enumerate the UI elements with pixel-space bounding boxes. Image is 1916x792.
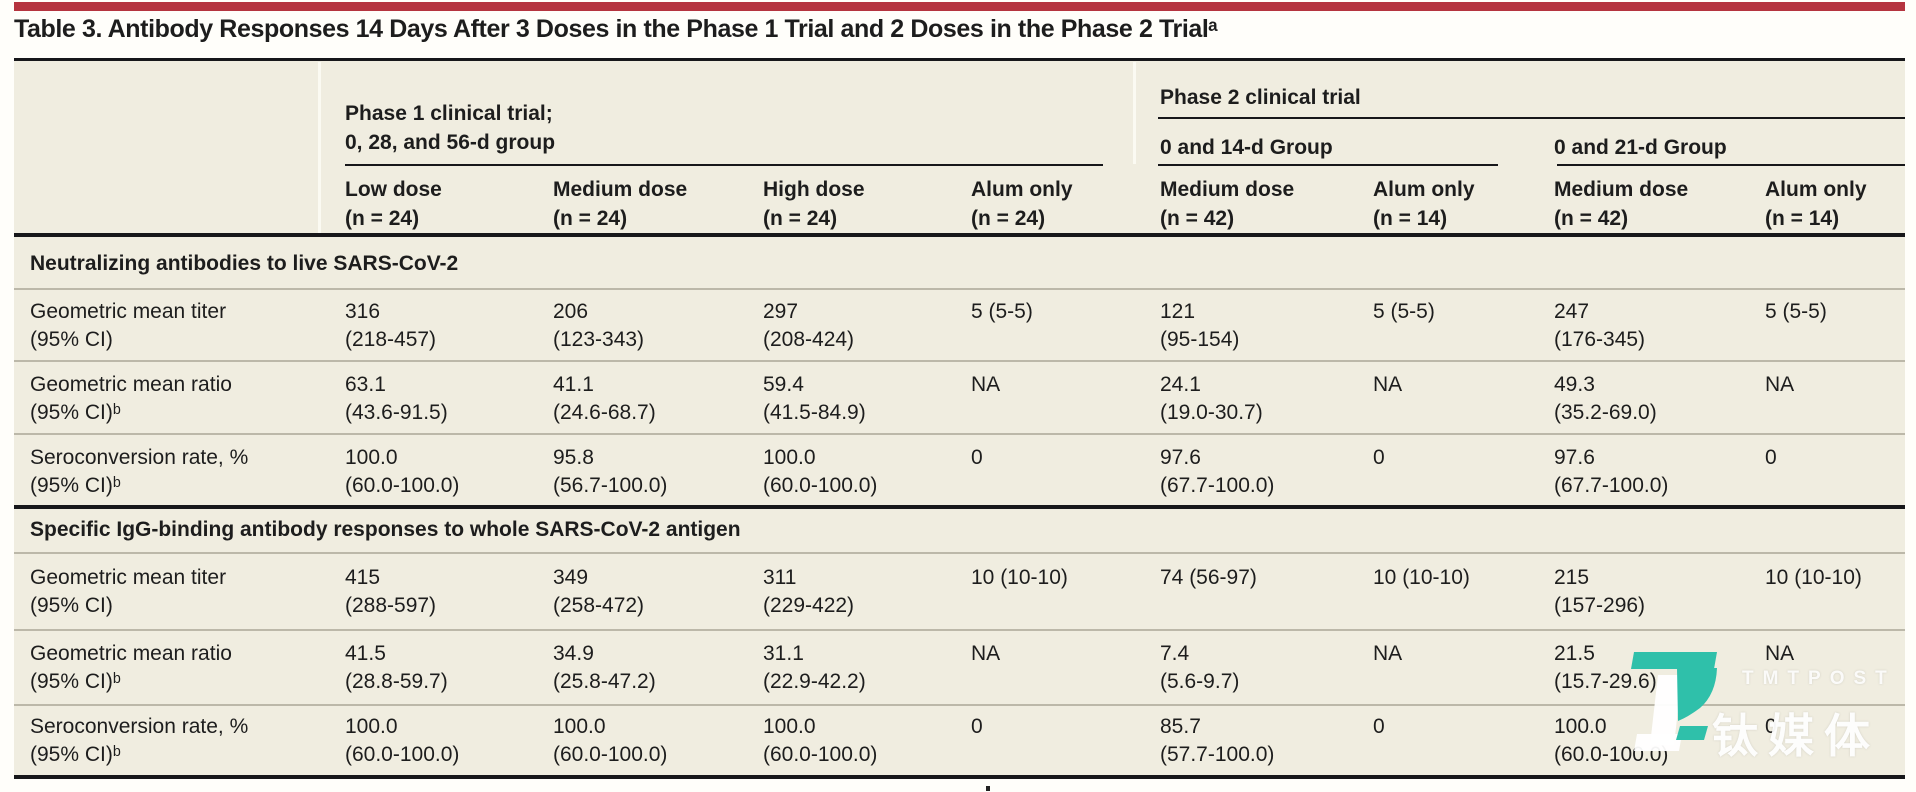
table-cell: 34.9 (25.8-47.2) (553, 642, 656, 693)
header-divider-phase (1133, 62, 1136, 164)
table-cell: 10 (10-10) (971, 566, 1068, 589)
row-label: Seroconversion rate, % (95% CI)ᵇ (30, 446, 249, 497)
table-cell: 100.0 (60.0-100.0) (345, 715, 460, 766)
table-cell: 415 (288-597) (345, 566, 437, 617)
table-cell: NA (1373, 373, 1403, 396)
table-cell: 95.8 (56.7-100.0) (553, 446, 668, 497)
header-bottom-rule (14, 233, 1905, 237)
column-header: Low dose (n = 24) (345, 178, 442, 230)
row-rule (14, 704, 1905, 706)
table-cell: 311 (229-422) (763, 566, 855, 617)
table-cell: 100.0 (60.0-100.0) (553, 715, 668, 766)
table-cell: 41.1 (24.6-68.7) (553, 373, 656, 424)
table-cell: 0 (971, 446, 983, 469)
table-cell: 31.1 (22.9-42.2) (763, 642, 866, 693)
table-cell: 63.1 (43.6-91.5) (345, 373, 448, 424)
tmtpost-logo-icon (1631, 652, 1717, 751)
table-cell: 85.7 (57.7-100.0) (1160, 715, 1275, 766)
table-cell: NA (971, 642, 1001, 665)
section-header: Specific IgG-binding antibody responses … (30, 518, 741, 541)
table-cell: 349 (258-472) (553, 566, 645, 617)
header-divider-stub (318, 62, 321, 233)
table-cell: 0 (1373, 446, 1385, 469)
section-rule (14, 505, 1905, 509)
row-rule (14, 629, 1905, 631)
table-bottom-rule (14, 775, 1905, 779)
table-cell: 0 (1373, 715, 1385, 738)
column-header: High dose (n = 24) (763, 178, 865, 230)
table-cell: 215 (157-296) (1554, 566, 1646, 617)
column-header: Medium dose (n = 42) (1160, 178, 1295, 230)
table-cell: 41.5 (28.8-59.7) (345, 642, 448, 693)
column-header: Alum only (n = 24) (971, 178, 1073, 230)
table-cell: 5 (5-5) (1373, 300, 1435, 323)
table-cell: 316 (218-457) (345, 300, 437, 351)
table-cell: 5 (5-5) (971, 300, 1033, 323)
table-cell: 0 (1765, 446, 1777, 469)
phase1-spanner-rule (345, 164, 1103, 166)
phase2-spanner-header: Phase 2 clinical trial (1160, 86, 1361, 109)
accent-top-bar (14, 2, 1905, 11)
group-14d-rule (1158, 164, 1498, 166)
row-label: Seroconversion rate, % (95% CI)ᵇ (30, 715, 249, 766)
table-cell: 206 (123-343) (553, 300, 645, 351)
table-cell: 7.4 (5.6-9.7) (1160, 642, 1240, 693)
row-rule (14, 433, 1905, 435)
row-label: Geometric mean ratio (95% CI)ᵇ (30, 642, 232, 693)
table-cell: 10 (10-10) (1765, 566, 1862, 589)
table-cell: 97.6 (67.7-100.0) (1160, 446, 1275, 497)
phase2-spanner-rule (1158, 117, 1905, 119)
watermark-brand-chinese: 钛媒体 (1712, 710, 1880, 762)
row-label: Geometric mean titer (95% CI) (30, 300, 227, 351)
phase1-spanner-header: Phase 1 clinical trial; 0, 28, and 56-d … (345, 102, 556, 154)
group-14d-header: 0 and 14-d Group (1160, 136, 1333, 159)
table-cell: NA (1765, 373, 1795, 396)
table-cell: 100.0 (60.0-100.0) (345, 446, 460, 497)
table-cell: 49.3 (35.2-69.0) (1554, 373, 1657, 424)
table-cell: 100.0 (60.0-100.0) (763, 446, 878, 497)
table-cell: 121 (95-154) (1160, 300, 1240, 351)
row-rule (14, 288, 1905, 290)
footnote-fragment (986, 786, 990, 791)
table-cell: 0 (1765, 715, 1777, 738)
table-cell: 0 (971, 715, 983, 738)
table-cell: 247 (176-345) (1554, 300, 1646, 351)
group-21d-header: 0 and 21-d Group (1554, 136, 1727, 159)
table-cell: NA (971, 373, 1001, 396)
column-header: Medium dose (n = 42) (1554, 178, 1689, 230)
column-header: Alum only (n = 14) (1765, 178, 1867, 230)
row-label: Geometric mean titer (95% CI) (30, 566, 227, 617)
column-header: Medium dose (n = 24) (553, 178, 688, 230)
table-cell: 10 (10-10) (1373, 566, 1470, 589)
row-label: Geometric mean ratio (95% CI)ᵇ (30, 373, 232, 424)
table-cell: 97.6 (67.7-100.0) (1554, 446, 1669, 497)
row-rule (14, 360, 1905, 362)
data-table: Phase 1 clinical trial; 0, 28, and 56-d … (14, 61, 1905, 779)
table-cell: 100.0 (60.0-100.0) (763, 715, 878, 766)
section-header: Neutralizing antibodies to live SARS-CoV… (30, 252, 459, 275)
table-title: Table 3. Antibody Responses 14 Days Afte… (14, 15, 1218, 43)
title-rule (14, 58, 1905, 61)
row-rule (14, 552, 1905, 554)
table-cell: 297 (208-424) (763, 300, 855, 351)
watermark-brand-text: TMTPOST (1742, 668, 1896, 689)
table-cell: NA (1765, 642, 1795, 665)
column-header: Alum only (n = 14) (1373, 178, 1475, 230)
table-cell: 59.4 (41.5-84.9) (763, 373, 866, 424)
table-cell: 74 (56-97) (1160, 566, 1257, 589)
table-cell: 5 (5-5) (1765, 300, 1827, 323)
group-21d-rule (1557, 164, 1905, 166)
table-cell: NA (1373, 642, 1403, 665)
table-cell: 21.5 (15.7-29.6) (1554, 642, 1657, 693)
table-cell: 24.1 (19.0-30.7) (1160, 373, 1263, 424)
